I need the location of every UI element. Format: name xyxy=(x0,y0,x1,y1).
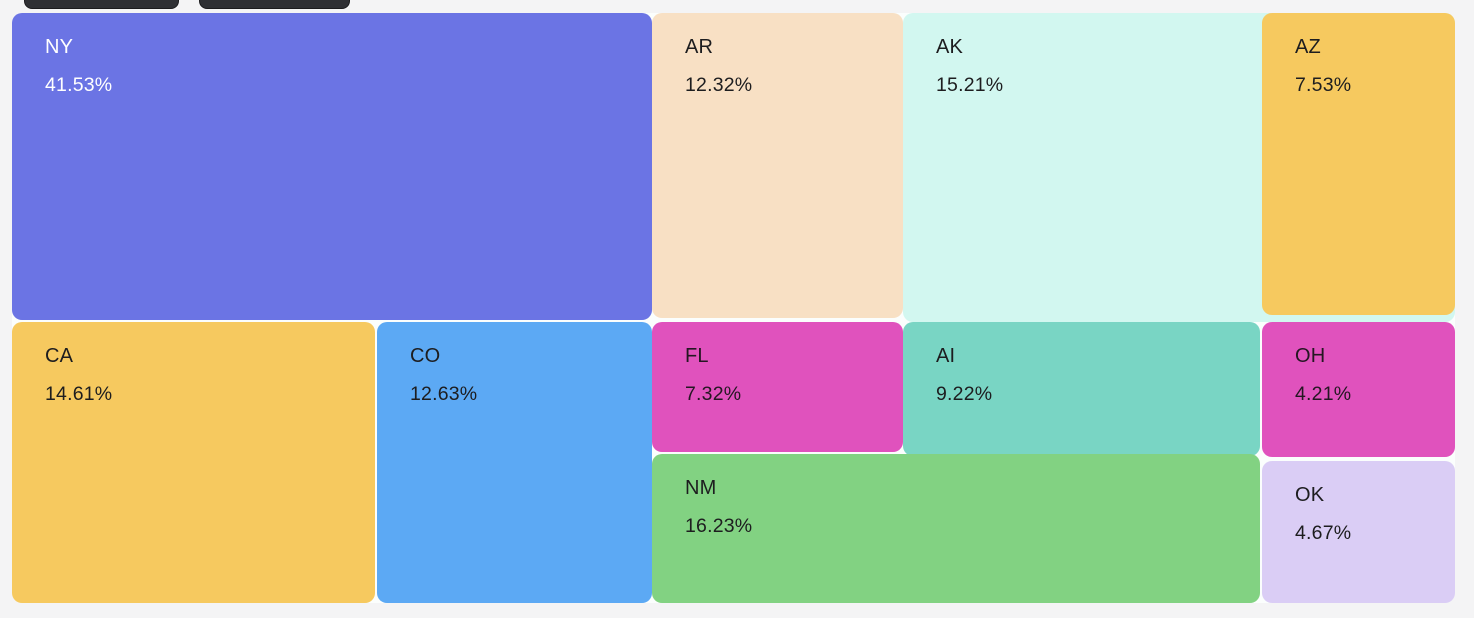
treemap-node-oh[interactable]: OH 4.21% xyxy=(1262,322,1455,457)
node-value: 12.32% xyxy=(685,74,753,96)
node-label: FL xyxy=(685,345,709,367)
node-value: 7.53% xyxy=(1295,74,1352,96)
node-value: 15.21% xyxy=(936,74,1004,96)
node-label: OK xyxy=(1295,484,1325,506)
node-value: 4.21% xyxy=(1295,383,1352,405)
treemap-node-ai[interactable]: AI 9.22% xyxy=(903,322,1260,456)
treemap-node-ar[interactable]: AR 12.32% xyxy=(652,13,903,318)
node-label: AZ xyxy=(1295,36,1321,58)
node-label: NM xyxy=(685,477,717,499)
treemap-node-az[interactable]: AZ 7.53% xyxy=(1262,13,1455,315)
node-label: AR xyxy=(685,36,714,58)
node-label: CO xyxy=(410,345,441,367)
node-value: 16.23% xyxy=(685,515,753,537)
toolbar-button-2[interactable] xyxy=(199,0,350,9)
toolbar-button-1[interactable] xyxy=(24,0,179,9)
node-value: 14.61% xyxy=(45,383,113,405)
treemap-node-nm[interactable]: NM 16.23% xyxy=(652,454,1260,603)
node-value: 9.22% xyxy=(936,383,993,405)
treemap-node-ok[interactable]: OK 4.67% xyxy=(1262,461,1455,603)
treemap-node-co[interactable]: CO 12.63% xyxy=(377,322,652,603)
node-label: CA xyxy=(45,345,74,367)
node-value: 4.67% xyxy=(1295,522,1352,544)
node-label: AK xyxy=(936,36,964,58)
treemap-node-ny[interactable]: NY 41.53% xyxy=(12,13,652,320)
node-value: 7.32% xyxy=(685,383,742,405)
node-label: OH xyxy=(1295,345,1326,367)
node-label: NY xyxy=(45,36,74,58)
node-label: AI xyxy=(936,345,956,367)
treemap-node-ca[interactable]: CA 14.61% xyxy=(12,322,375,603)
node-value: 41.53% xyxy=(45,74,113,96)
node-value: 12.63% xyxy=(410,383,478,405)
treemap-node-fl[interactable]: FL 7.32% xyxy=(652,322,903,452)
